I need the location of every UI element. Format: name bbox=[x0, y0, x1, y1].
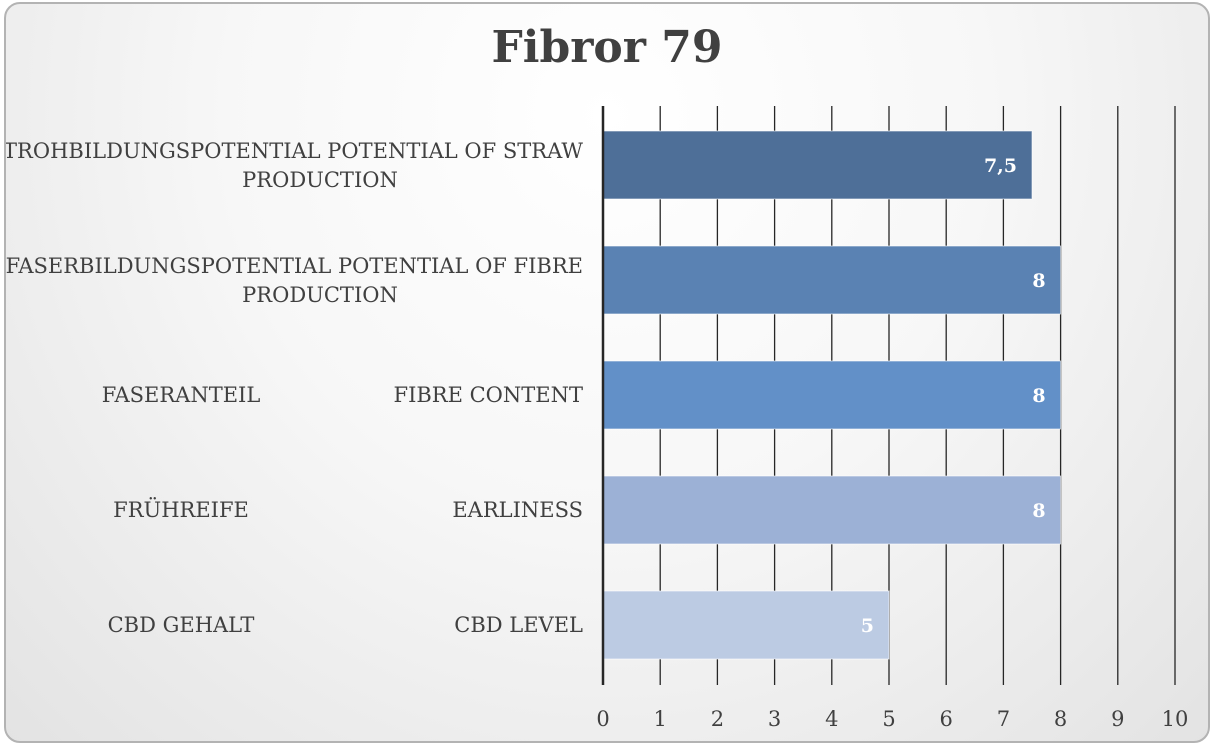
x-tick-label-1: 1 bbox=[654, 707, 667, 731]
x-tick-label-2: 2 bbox=[711, 707, 724, 731]
category-label-3-german: FRÜHREIFE bbox=[113, 497, 249, 522]
bar-4 bbox=[602, 590, 890, 660]
x-tick-label-4: 4 bbox=[825, 707, 838, 731]
x-tick-label-10: 10 bbox=[1162, 707, 1189, 731]
category-label-3: EARLINESS bbox=[452, 498, 583, 522]
x-tick-label-5: 5 bbox=[882, 707, 895, 731]
category-label-2: FIBRE CONTENT bbox=[394, 383, 584, 407]
category-label-1-line2: PRODUCTION bbox=[242, 283, 398, 307]
x-tick-label-6: 6 bbox=[940, 707, 953, 731]
x-tick-label-9: 9 bbox=[1111, 707, 1124, 731]
data-label-4: 5 bbox=[861, 615, 874, 637]
category-label-1-line1: FASERBILDUNGSPOTENTIAL POTENTIAL OF FIBR… bbox=[6, 254, 583, 278]
bar-chart: 7,5 8 8 8 5 0 1 2 3 4 5 6 7 8 9 10 STROHBILDUNGSPOTENTIA… bbox=[6, 106, 1189, 731]
bar-2 bbox=[602, 360, 1062, 430]
x-tick-label-8: 8 bbox=[1054, 707, 1067, 731]
data-label-1: 8 bbox=[1032, 270, 1045, 292]
bar-3 bbox=[602, 475, 1062, 545]
x-tick-label-0: 0 bbox=[596, 707, 609, 731]
chart-frame: Fibror 79 7,5 8 8 8 5 0 1 2 3 4 5 6 7 8 9 10 STROHBILDUN… bbox=[4, 2, 1210, 743]
data-label-0: 7,5 bbox=[984, 155, 1017, 177]
bar-0 bbox=[602, 130, 1033, 200]
category-label-4: CBD LEVEL bbox=[454, 613, 583, 637]
category-label-0-line1: STROHBILDUNGSPOTENTIAL POTENTIAL OF STRA… bbox=[6, 139, 583, 163]
x-tick-label-3: 3 bbox=[768, 707, 781, 731]
category-label-0-line2: PRODUCTION bbox=[242, 168, 398, 192]
data-label-3: 8 bbox=[1032, 500, 1045, 522]
x-tick-label-7: 7 bbox=[997, 707, 1010, 731]
category-label-4-german: CBD GEHALT bbox=[108, 613, 255, 637]
category-label-2-german: FASERANTEIL bbox=[102, 383, 261, 407]
data-label-2: 8 bbox=[1032, 385, 1045, 407]
chart-title: Fibror 79 bbox=[491, 22, 723, 73]
bar-1 bbox=[602, 245, 1062, 315]
